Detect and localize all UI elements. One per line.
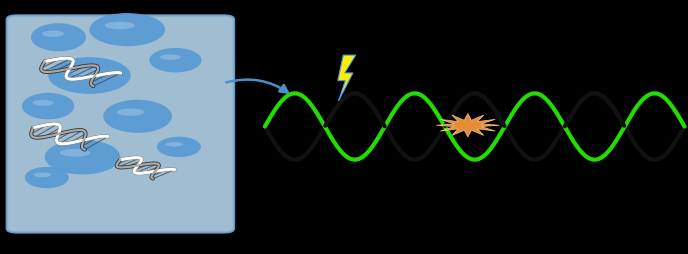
Polygon shape — [436, 114, 499, 137]
Ellipse shape — [34, 173, 51, 178]
Ellipse shape — [45, 140, 120, 175]
Ellipse shape — [22, 93, 74, 120]
Ellipse shape — [149, 49, 202, 73]
Ellipse shape — [42, 31, 64, 38]
Polygon shape — [338, 56, 356, 102]
Ellipse shape — [48, 58, 131, 94]
Ellipse shape — [89, 14, 165, 47]
FancyBboxPatch shape — [7, 17, 234, 232]
Ellipse shape — [103, 100, 172, 133]
Ellipse shape — [117, 109, 144, 116]
Ellipse shape — [60, 149, 90, 157]
Ellipse shape — [25, 167, 69, 188]
Ellipse shape — [32, 100, 54, 106]
Ellipse shape — [31, 24, 86, 52]
Ellipse shape — [166, 142, 183, 147]
Ellipse shape — [105, 23, 135, 30]
Polygon shape — [338, 56, 356, 102]
Ellipse shape — [157, 137, 201, 157]
Ellipse shape — [65, 68, 98, 76]
Ellipse shape — [160, 55, 181, 61]
